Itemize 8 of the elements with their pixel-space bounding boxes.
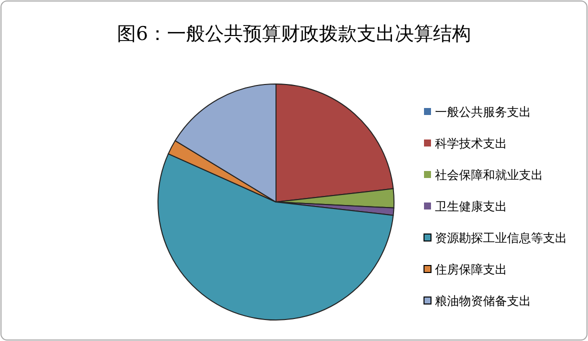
chart-title: 图6：一般公共预算财政拨款支出决算结构 xyxy=(116,23,472,45)
legend-label: 住房保障支出 xyxy=(434,262,507,276)
legend-label: 一般公共服务支出 xyxy=(435,105,531,119)
legend-label: 粮油物资储备支出 xyxy=(435,294,531,308)
legend-label: 卫生健康支出 xyxy=(435,200,507,214)
legend-label: 科学技术支出 xyxy=(435,136,507,150)
legend-label: 资源勘探工业信息等支出 xyxy=(435,231,567,245)
legend-label: 社会保障和就业支出 xyxy=(435,168,543,182)
